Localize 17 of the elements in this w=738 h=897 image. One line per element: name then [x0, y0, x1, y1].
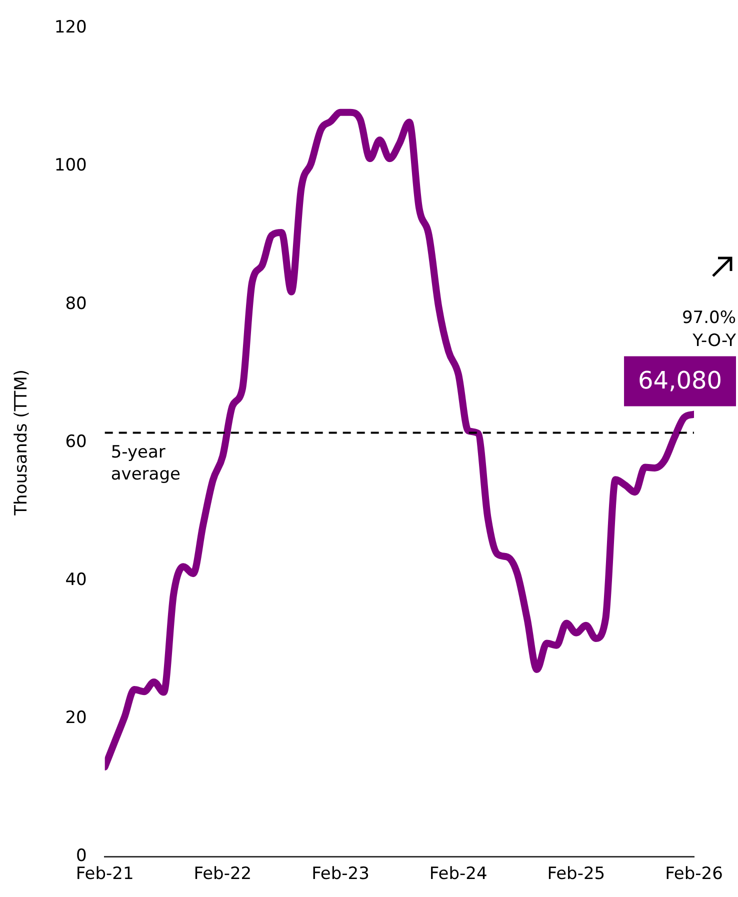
y-tick-label: 20 [65, 708, 87, 728]
y-tick-label: 0 [76, 846, 87, 866]
y-tick-label: 80 [65, 294, 87, 314]
y-tick-label: 100 [54, 156, 87, 176]
y-tick-label: 60 [65, 432, 87, 452]
x-tick-label: Feb-22 [194, 864, 252, 884]
x-tick-label: Feb-21 [76, 864, 134, 884]
annotation: 97.0% Y-O-Y [682, 308, 737, 352]
x-tick-label: Feb-25 [547, 864, 606, 884]
x-tick-label: Feb-24 [429, 864, 488, 884]
x-tick-label: Feb-23 [312, 864, 370, 884]
y-tick-label: 40 [65, 570, 87, 590]
ref-line-label: 5-year average [110, 442, 180, 485]
annotation: 64,080 [638, 366, 722, 394]
y-tick-label: 120 [54, 18, 87, 38]
y-axis-title: Thousands (TTM) [12, 369, 32, 516]
x-tick-label: Feb-26 [665, 864, 723, 884]
